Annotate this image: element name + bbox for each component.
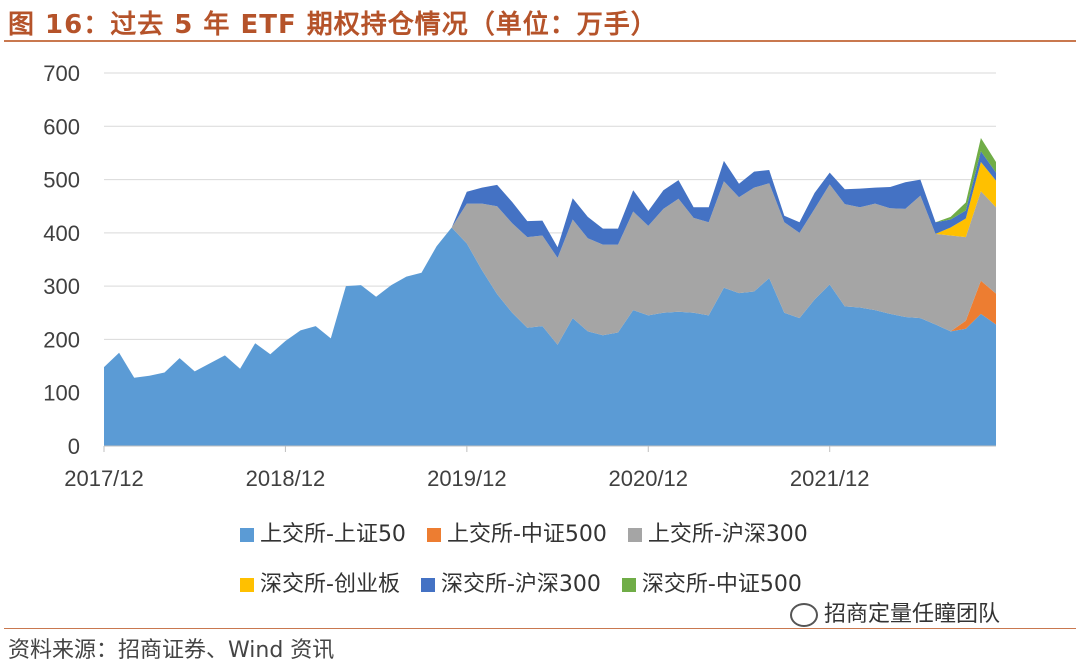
legend-row-2: 深交所-创业板 深交所-沪深300 深交所-中证500 [240,566,880,616]
x-tick-label: 2021/12 [790,466,870,491]
watermark: 招商定量任瞳团队 [790,596,1000,628]
area-series-2 [104,181,996,378]
y-tick-label: 100 [43,381,80,406]
x-tick-label: 2019/12 [427,466,507,491]
stacked-areas [104,138,996,446]
legend-swatch [240,528,254,542]
legend-swatch [420,578,435,592]
x-tick-label: 2020/12 [609,466,689,491]
bottom-divider [4,628,1076,629]
axes: 0 100 200 300 400 500 600 700 2017/12 2018/12 2019… [43,61,996,491]
legend-item-szse-csi500: 深交所-中证500 [621,566,802,598]
y-tick-label: 700 [43,61,80,86]
legend-swatch [426,528,441,542]
watermark-text: 招商定量任瞳团队 [824,602,1001,627]
legend-swatch [240,578,254,592]
y-tick-label: 500 [43,168,80,193]
title-divider [4,40,1076,42]
y-tick-label: 0 [68,434,80,459]
source-note: 资料来源：招商证券、Wind 资讯 [8,638,335,663]
y-tick-label: 200 [43,327,80,352]
legend-item-sse-csi300: 上交所-沪深300 [627,516,808,548]
legend-label: 上交所-沪深300 [647,522,808,547]
x-tick-label: 2018/12 [246,466,326,491]
legend-label: 上交所-中证500 [446,522,607,547]
legend-item-sse-csi500: 上交所-中证500 [426,516,607,548]
legend-label: 深交所-沪深300 [440,572,601,597]
legend-label: 深交所-创业板 [260,572,400,597]
legend-item-szse-chinext: 深交所-创业板 [240,566,400,598]
legend-row-1: 上交所-上证50 上交所-中证500 上交所-沪深300 [240,516,880,566]
wechat-icon [790,603,818,627]
legend-item-szse-csi300: 深交所-沪深300 [420,566,601,598]
legend-swatch [627,528,642,542]
legend: 上交所-上证50 上交所-中证500 上交所-沪深300 深交所-创业板 深交所… [240,516,880,616]
legend-label: 上交所-上证50 [260,522,406,547]
area-chart: 0 100 200 300 400 500 600 700 2017/12 2018/12 2019… [43,61,996,491]
legend-swatch [621,578,636,592]
y-tick-label: 400 [43,221,80,246]
legend-item-sse50: 上交所-上证50 [240,516,406,548]
legend-label: 深交所-中证500 [641,572,802,597]
y-tick-label: 600 [43,114,80,139]
x-tick-label: 2017/12 [64,466,144,491]
figure-title: 图 16：过去 5 年 ETF 期权持仓情况（单位：万手） [8,10,658,40]
y-tick-label: 300 [43,274,80,299]
area-series-0 [104,227,996,446]
